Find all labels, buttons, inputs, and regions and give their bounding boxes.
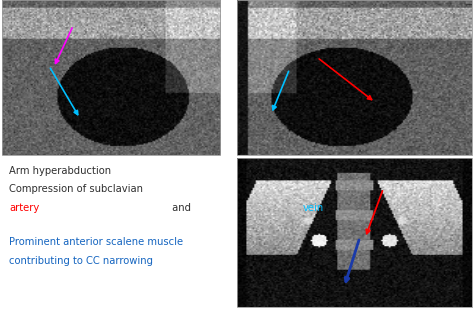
Text: and: and (169, 203, 194, 213)
Bar (2, 0, 220, 155)
Text: artery: artery (9, 203, 40, 213)
Bar (237, 0, 472, 155)
Text: Arm hyperabduction: Arm hyperabduction (9, 166, 111, 176)
Text: contributing to CC narrowing: contributing to CC narrowing (9, 256, 154, 266)
Text: Prominent anterior scalene muscle: Prominent anterior scalene muscle (9, 237, 183, 247)
Text: vein: vein (302, 203, 324, 213)
Text: Compression of subclavian: Compression of subclavian (9, 184, 144, 194)
Bar (237, 158, 472, 307)
